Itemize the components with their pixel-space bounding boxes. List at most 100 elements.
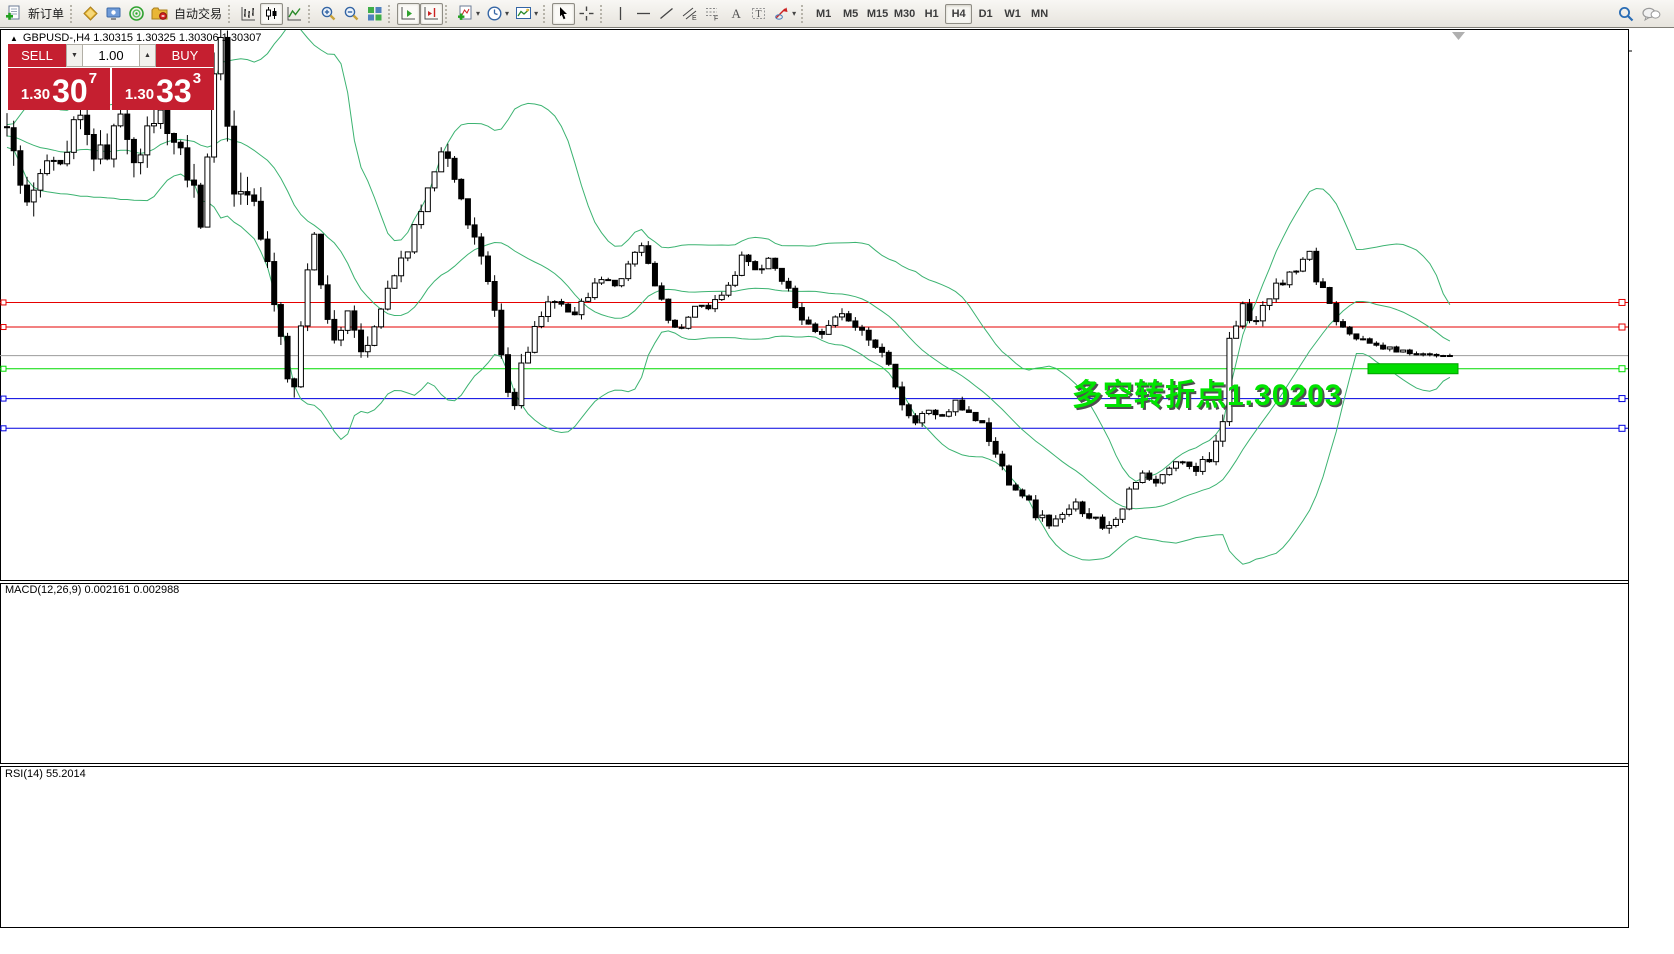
text-label-button[interactable]: T (747, 3, 770, 25)
auto-scroll-button[interactable] (397, 2, 421, 25)
timeframe-m15[interactable]: M15 (866, 7, 889, 20)
candle-body (77, 114, 84, 121)
crosshair-button[interactable] (575, 3, 598, 25)
line-left-handle[interactable] (0, 324, 7, 331)
sell-button[interactable]: SELL (8, 44, 66, 67)
timeframe-mn[interactable]: MN (1031, 7, 1049, 20)
candle-body (1420, 353, 1427, 356)
timeframe-d1[interactable]: D1 (978, 7, 993, 20)
candle-body (1159, 474, 1166, 484)
candle-body (1066, 508, 1073, 515)
market-watch-button[interactable] (79, 3, 102, 25)
vline-icon (612, 5, 629, 22)
indicators-button[interactable]: ▾ (454, 3, 483, 25)
candle-body (97, 144, 104, 160)
line-right-handle[interactable] (1618, 424, 1626, 432)
chart-canvas[interactable] (0, 28, 1674, 954)
line-left-handle[interactable] (0, 425, 7, 432)
equidistant-channel-button[interactable]: E (678, 3, 701, 25)
fibonacci-button[interactable]: F (701, 3, 724, 25)
candle-body (1246, 303, 1253, 322)
timeframe-h4[interactable]: H4 (945, 3, 973, 24)
candlestick-button[interactable] (260, 2, 284, 25)
templates-button[interactable]: ▾ (512, 3, 541, 25)
community-chat-button[interactable] (1638, 3, 1664, 25)
trendline-button[interactable] (655, 3, 678, 25)
text-button[interactable]: A (724, 3, 747, 25)
volume-decrease-button[interactable]: ▼ (66, 44, 83, 67)
new-order-button-label[interactable]: 新订单 (28, 7, 65, 21)
autotrading-icon (151, 5, 168, 22)
symbol-ohlc-text: GBPUSD-,H4 1.30315 1.30325 1.30306 1.303… (22, 32, 262, 44)
candle-body (972, 411, 979, 422)
timeframe-m30[interactable]: M30 (893, 7, 916, 20)
shapes-icon (773, 5, 790, 22)
sell-price-sup: 7 (88, 70, 98, 87)
timeframe-m1[interactable]: M1 (815, 7, 832, 20)
sell-price-big: 30 (52, 73, 88, 110)
sell-price-box[interactable]: 1.30 30 7 (8, 68, 110, 110)
navigator-button[interactable] (102, 3, 125, 25)
vertical-line-button[interactable] (609, 3, 632, 25)
terminal-button[interactable] (125, 3, 148, 25)
periods-button[interactable]: ▾ (483, 3, 512, 25)
candle-body (932, 409, 939, 416)
line-right-handle[interactable] (1618, 323, 1626, 331)
macd-pane-splitter[interactable] (0, 579, 1628, 583)
candle-body (565, 303, 572, 313)
cursor-button[interactable] (552, 2, 576, 25)
line-left-handle[interactable] (0, 395, 7, 402)
pivot-annotation-text[interactable]: 多空转折点1.30203 (1072, 379, 1343, 412)
candle-body (725, 284, 732, 296)
tile-windows-button[interactable] (363, 3, 386, 25)
rsi-pane-splitter[interactable] (0, 762, 1628, 766)
templates-icon (515, 5, 532, 22)
timeframe-h1[interactable]: H1 (924, 7, 939, 20)
zoom-in-button[interactable] (317, 3, 340, 25)
candle-body (17, 150, 24, 186)
buy-price-box[interactable]: 1.30 33 3 (112, 68, 214, 110)
bollinger-middle-band (6, 135, 1451, 510)
scroll-to-end-marker[interactable] (1452, 32, 1465, 40)
horizontal-line-button[interactable] (632, 3, 655, 25)
timeframe-m5[interactable]: M5 (842, 7, 859, 20)
candle-body (1259, 304, 1266, 322)
chart-window[interactable]: ▲ GBPUSD-,H4 1.30315 1.30325 1.30306 1.3… (0, 28, 1674, 949)
line-right-handle[interactable] (1618, 298, 1626, 306)
bar-chart-button[interactable] (237, 3, 260, 25)
candle-body (571, 311, 578, 316)
candle-body (1226, 337, 1233, 423)
new-order-button[interactable] (2, 3, 25, 25)
toolbar-separator (228, 4, 234, 23)
one-click-trading-panel: SELL ▼ ▲ BUY 1.30 30 7 1.30 33 3 (8, 44, 214, 110)
line-right-handle[interactable] (1618, 395, 1626, 403)
collapse-trade-panel-icon[interactable]: ▲ (10, 33, 18, 43)
chart-shift-button[interactable] (420, 2, 444, 25)
candle-body (999, 453, 1006, 467)
indicators-icon (457, 5, 474, 22)
candle-body (124, 113, 131, 140)
navigator-icon (105, 5, 122, 22)
candle-body (84, 114, 91, 136)
candle-body (678, 326, 685, 329)
autotrading-button[interactable] (148, 3, 171, 25)
autotrading-button-label[interactable]: 自动交易 (174, 7, 223, 21)
candle-body (1219, 421, 1226, 442)
volume-increase-button[interactable]: ▲ (139, 44, 156, 67)
candle-body (1393, 346, 1400, 353)
pivot-highlight-bar[interactable] (1367, 363, 1459, 375)
timeframe-w1[interactable]: W1 (1004, 7, 1021, 20)
search-button[interactable] (1614, 3, 1638, 25)
line-left-handle[interactable] (0, 365, 7, 372)
candle-body (1186, 461, 1193, 467)
volume-input[interactable] (83, 44, 139, 67)
zoom-out-button[interactable] (340, 3, 363, 25)
line-right-handle[interactable] (1618, 365, 1626, 373)
sell-price-prefix: 1.30 (20, 86, 51, 103)
arrows-button[interactable]: ▾ (770, 3, 799, 25)
line-chart-button[interactable] (283, 3, 306, 25)
candle-body (444, 151, 451, 159)
buy-button[interactable]: BUY (156, 44, 214, 67)
line-left-handle[interactable] (0, 299, 7, 306)
candle-body (324, 284, 331, 320)
